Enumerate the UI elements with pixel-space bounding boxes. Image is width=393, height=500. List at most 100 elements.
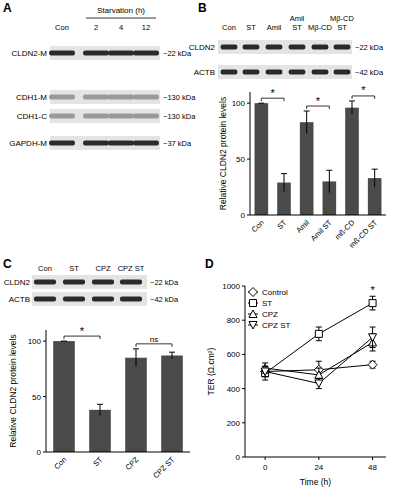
- y-tick-label: 100: [28, 337, 42, 346]
- y-tick: [242, 286, 245, 287]
- panel-label: C: [3, 257, 12, 271]
- error-cap: [304, 111, 310, 112]
- blot-band: [289, 45, 306, 50]
- y-tick: [247, 159, 250, 160]
- y-tick: [247, 103, 250, 104]
- bar: [255, 103, 269, 215]
- x-tick-label: 0: [263, 463, 268, 472]
- blot-band: [133, 141, 159, 146]
- significance-label: ns: [150, 335, 158, 344]
- legend-label: ST: [262, 299, 272, 308]
- error-bar: [349, 101, 355, 114]
- blot-band: [133, 114, 159, 119]
- bar: [89, 410, 111, 452]
- x-tick-label: Amil ST: [309, 218, 334, 243]
- blot-band: [83, 114, 109, 119]
- error-bar: [262, 366, 268, 376]
- data-point: [368, 360, 377, 369]
- x-tick-label: ST: [275, 218, 288, 231]
- error-cap: [316, 361, 322, 362]
- error-bar: [370, 296, 376, 310]
- lane-label: ST: [337, 23, 347, 32]
- lane-label: Con: [55, 23, 69, 32]
- blot-strip: [32, 275, 147, 289]
- x-axis: [245, 457, 386, 458]
- x-tick: [372, 457, 373, 460]
- panel-label: A: [3, 1, 12, 15]
- error-cap: [316, 340, 322, 341]
- blot-band: [49, 114, 75, 119]
- row-label: CLDN2: [4, 278, 31, 287]
- blot-band: [34, 280, 56, 285]
- lane-label: CPZ: [96, 264, 111, 273]
- x-tick-label: ST: [91, 455, 104, 468]
- y-tick-label: 0: [236, 453, 241, 462]
- data-point: [369, 334, 377, 342]
- lane-label: ST: [69, 264, 79, 273]
- row-label: CDH1-M: [16, 93, 47, 102]
- figure: ABCDStarvation (h)Con2412CLDN2-M~22 kDaC…: [0, 0, 393, 500]
- y-tick: [43, 452, 46, 453]
- significance-label: *: [361, 84, 366, 96]
- bar: [53, 341, 75, 452]
- y-tick-label: 1000: [222, 282, 240, 291]
- legend-marker: [249, 288, 258, 297]
- x-tick-label: Amil: [294, 218, 311, 235]
- blot-band: [83, 95, 109, 100]
- error-cap: [316, 327, 322, 328]
- series-line: [265, 303, 372, 373]
- blot: ConSTCPZCPZ STCLDN2~22 kDaACTB~42 kDa: [4, 264, 179, 306]
- legend: ControlSTCPZCPZ ST: [248, 288, 291, 331]
- lane-label: 2: [94, 23, 98, 32]
- error-line: [172, 352, 173, 359]
- y-tick: [43, 341, 46, 342]
- series-line: [265, 337, 372, 383]
- bar: [161, 356, 183, 452]
- error-bar: [169, 352, 175, 359]
- blot-strip: [32, 292, 147, 306]
- x-tick: [265, 457, 266, 460]
- bar: [300, 122, 314, 215]
- error-cap: [281, 173, 287, 174]
- error-line: [100, 404, 101, 415]
- blot-band: [133, 95, 159, 100]
- blot-band: [243, 70, 260, 75]
- blot-strip: [50, 90, 160, 104]
- lane-label: 4: [119, 23, 123, 32]
- row-label: CLDN2-M: [11, 49, 47, 58]
- blot-band: [63, 280, 85, 285]
- size-label: ~22 kDa: [150, 278, 179, 287]
- blot-band: [312, 45, 329, 50]
- error-bar: [262, 366, 268, 376]
- blot-strip: [218, 65, 352, 79]
- lane-label: Con: [222, 23, 236, 32]
- y-tick: [242, 320, 245, 321]
- bar-chart: 050100Relative CLDN2 protein levelsConST…: [8, 325, 190, 481]
- error-cap: [316, 378, 322, 379]
- x-tick-label: Con: [52, 455, 68, 471]
- error-bar: [304, 111, 310, 133]
- error-bar: [281, 174, 287, 192]
- error-cap: [262, 366, 268, 367]
- significance-label: *: [316, 95, 321, 107]
- marks: [261, 296, 377, 388]
- blot-band: [334, 70, 351, 75]
- row-label: ACTB: [194, 68, 215, 77]
- y-axis: [250, 92, 251, 215]
- y-tick-label: 0: [37, 448, 42, 457]
- blot-band: [221, 45, 238, 50]
- error-cap: [169, 352, 175, 353]
- x-tick: [318, 457, 319, 460]
- lane-label: ST: [246, 23, 256, 32]
- size-label: ~22 kDa: [163, 49, 192, 58]
- error-cap: [258, 103, 264, 104]
- blot-band: [120, 280, 142, 285]
- size-label: ~42 kDa: [150, 295, 179, 304]
- y-tick: [242, 388, 245, 389]
- blot-band: [108, 114, 134, 119]
- error-cap: [262, 366, 268, 367]
- panel-label: B: [198, 1, 207, 15]
- y-tick-label: 800: [227, 316, 241, 325]
- error-bar: [258, 103, 264, 104]
- lane-label: Mβ-CD: [330, 14, 354, 23]
